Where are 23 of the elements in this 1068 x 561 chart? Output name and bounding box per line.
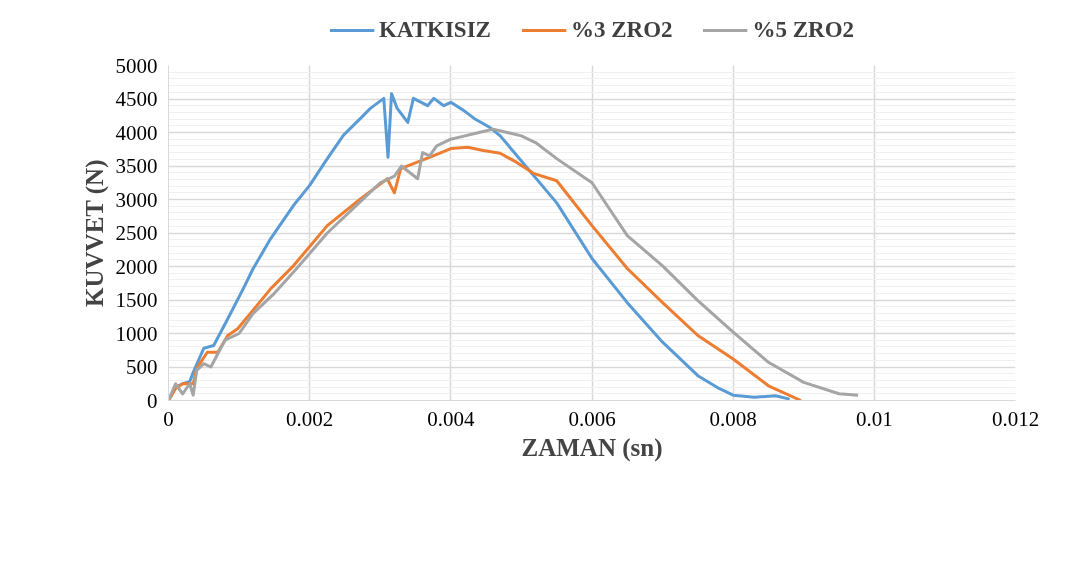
x-tick-label: 0.01 [855, 406, 893, 431]
y-tick-label: 4500 [115, 87, 158, 111]
y-tick-label: 5000 [115, 53, 158, 78]
legend-label: %3 ZRO2 [570, 17, 673, 43]
y-axis-title: KUVVET (N) [80, 159, 109, 307]
x-tick-label: 0.008 [709, 406, 757, 431]
y-tick-label: 2500 [115, 221, 158, 245]
x-tick-label: 0.004 [427, 406, 475, 431]
legend-label: %5 ZRO2 [752, 17, 855, 43]
y-tick-label: 4000 [115, 120, 158, 145]
x-tick-label: 0.012 [991, 406, 1040, 431]
y-tick-label: 2000 [115, 254, 158, 279]
x-axis-title: ZAMAN (sn) [521, 433, 663, 462]
y-tick-label: 500 [126, 355, 158, 379]
y-tick-label: 1000 [115, 321, 158, 346]
x-tick-label: 0 [163, 406, 174, 431]
y-tick-label: 1500 [115, 288, 158, 312]
legend-label: KATKISIZ [378, 17, 491, 43]
y-tick-label: 0 [147, 388, 158, 413]
x-tick-label: 0.006 [568, 406, 616, 431]
y-tick-label: 3500 [115, 154, 158, 178]
y-tick-label: 3000 [115, 187, 158, 212]
x-tick-label: 0.002 [286, 406, 334, 431]
